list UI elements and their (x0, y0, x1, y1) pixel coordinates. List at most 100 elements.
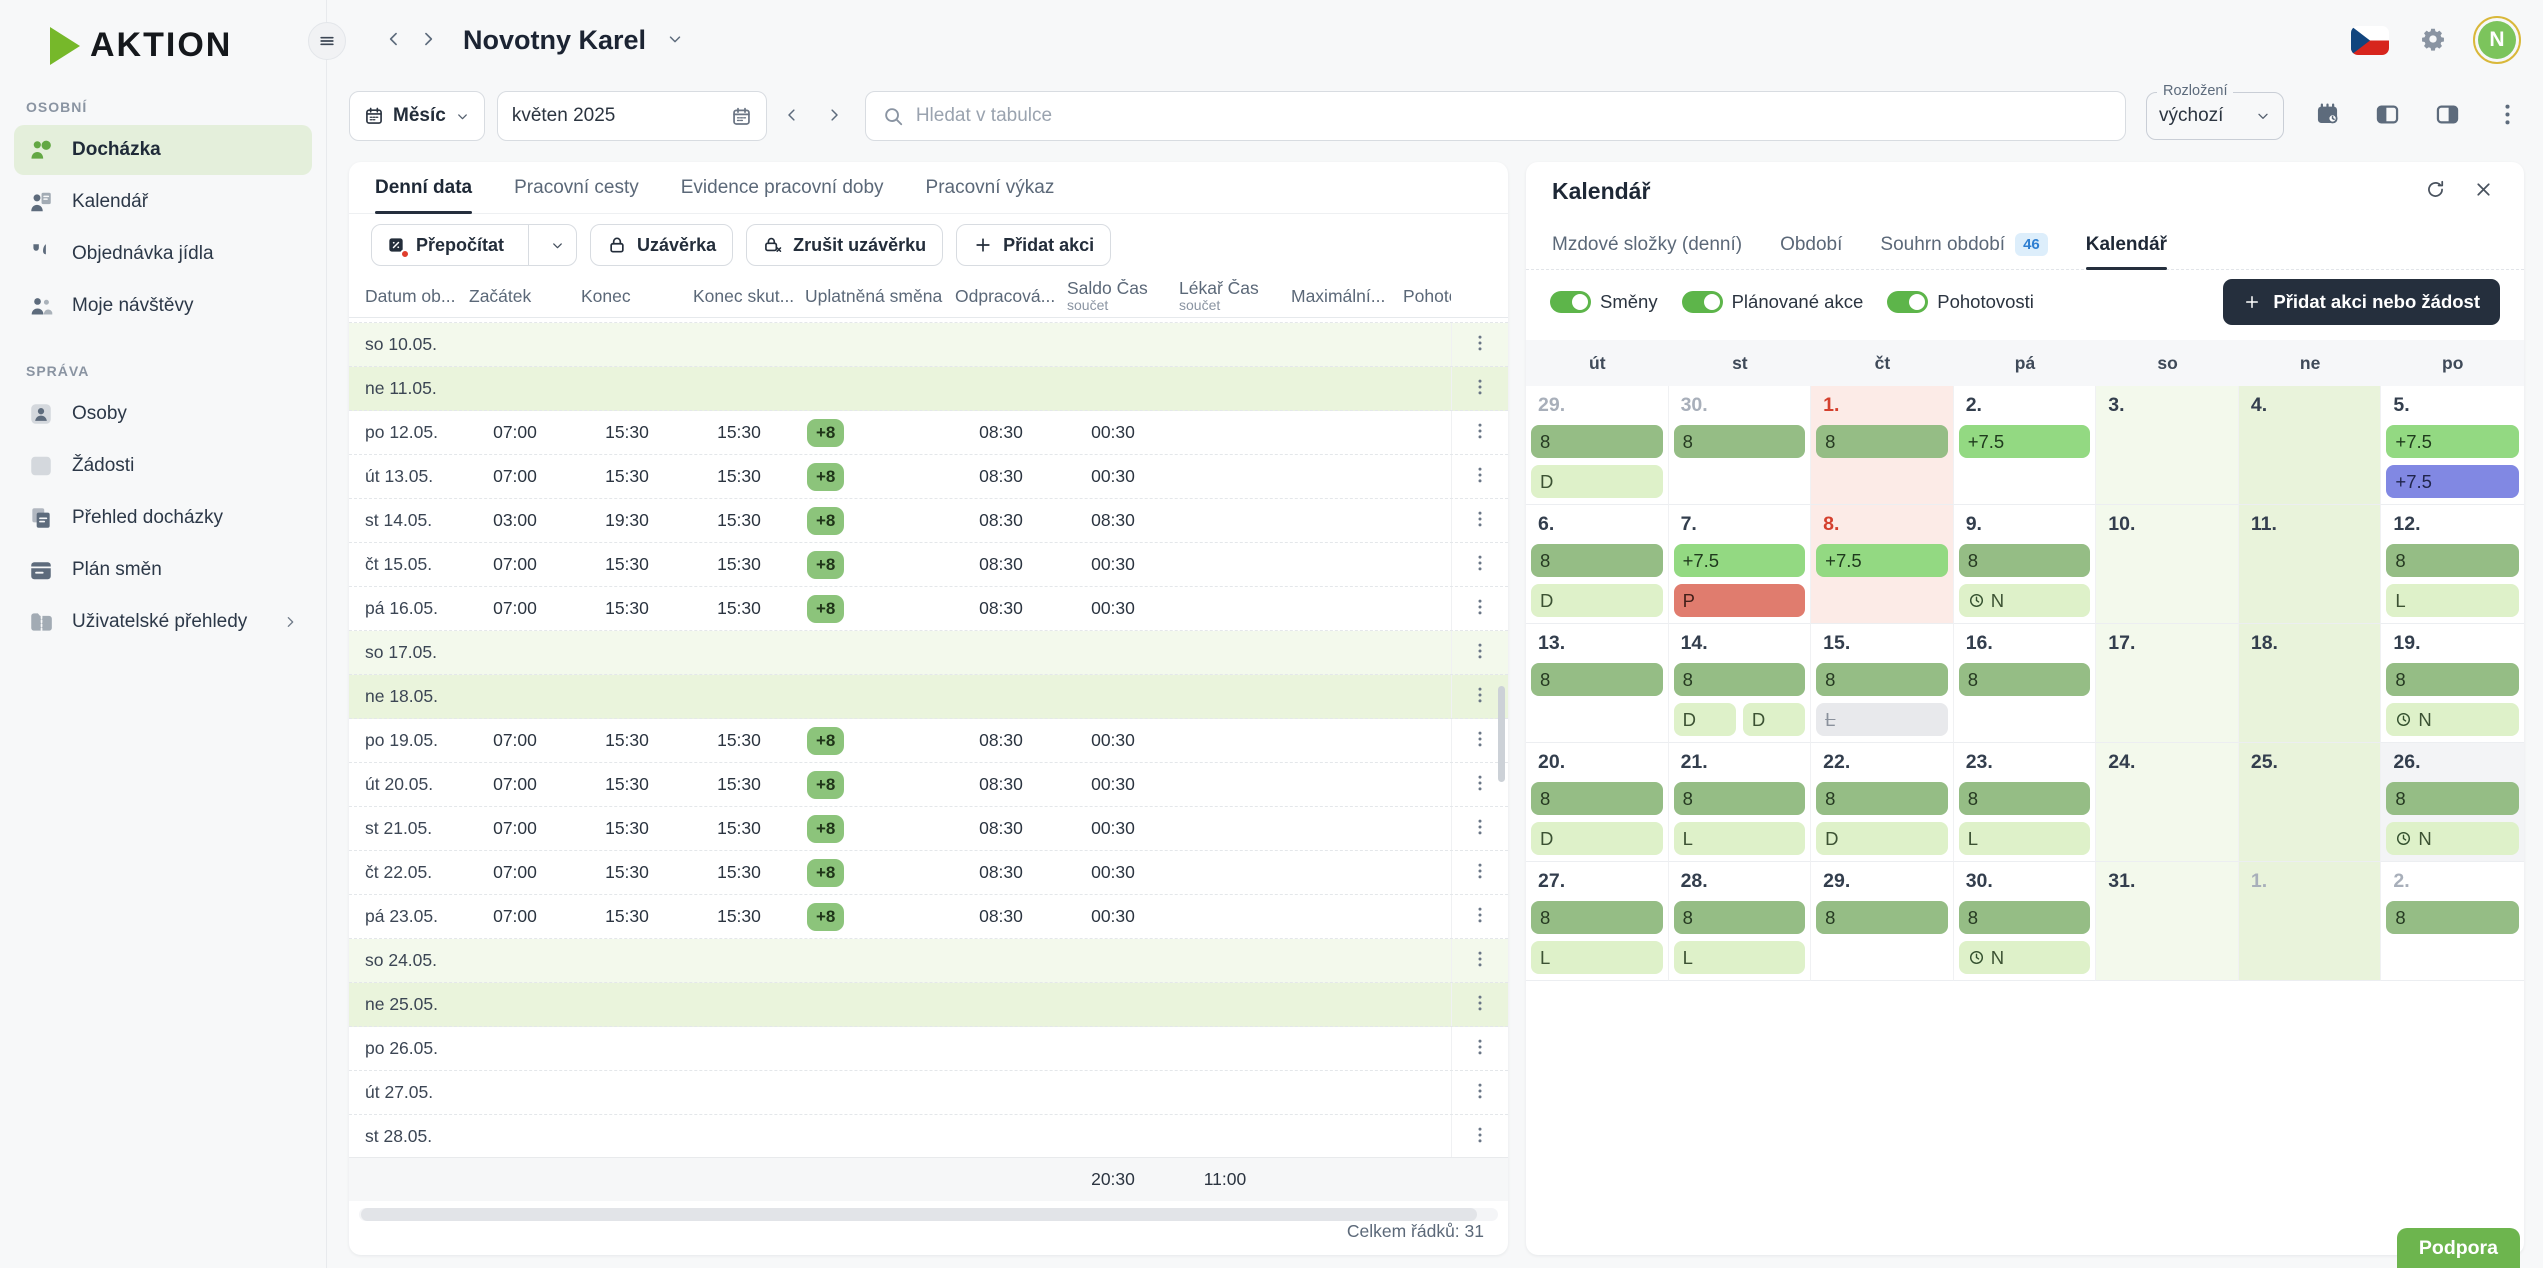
event-bar-light[interactable]: D (1674, 703, 1736, 736)
row-menu-button[interactable] (1465, 814, 1495, 844)
calendar-day[interactable]: 16.8 (1954, 624, 2097, 743)
period-mode-button[interactable]: Měsíc (349, 91, 485, 141)
column-header-konec[interactable]: Konec (571, 287, 683, 306)
row-menu-button[interactable] (1465, 330, 1495, 360)
event-bar-cancelled[interactable]: L (1816, 703, 1948, 736)
table-row[interactable]: út 27.05. (349, 1071, 1508, 1115)
table-row[interactable]: so 10.05. (349, 323, 1508, 367)
row-menu-button[interactable] (1465, 858, 1495, 888)
sidebar-item-dochazka[interactable]: Docházka (14, 125, 312, 175)
row-menu-button[interactable] (1465, 462, 1495, 492)
sidebar-item-moje-navstevy[interactable]: Moje návštěvy (14, 281, 312, 331)
cancel-closure-button[interactable]: Zrušit uzávěrku (746, 224, 943, 266)
panel-tab-souhrn-obdobi[interactable]: Souhrn období46 (1880, 220, 2047, 269)
recalculate-button[interactable]: Přepočítat (371, 224, 577, 266)
row-menu-button[interactable] (1465, 418, 1495, 448)
event-bar-shift[interactable]: 8 (1674, 901, 1806, 934)
table-row[interactable]: čt 15.05.07:0015:3015:30+808:3000:30 (349, 543, 1508, 587)
person-next-button[interactable] (411, 23, 445, 57)
table-row[interactable]: ne 11.05. (349, 367, 1508, 411)
refresh-button[interactable] (2420, 176, 2450, 206)
calendar-day[interactable]: 1. (2239, 862, 2382, 981)
period-date-input[interactable] (512, 105, 731, 127)
event-bar-shift[interactable]: 8 (1959, 901, 2091, 934)
panel-tab-mzdove-slozky-denni[interactable]: Mzdové složky (denní) (1552, 220, 1742, 269)
event-bar-light[interactable]: D (1531, 822, 1663, 855)
column-header-zacatek[interactable]: Začátek (459, 287, 571, 306)
table-row[interactable]: st 21.05.07:0015:3015:30+808:3000:30 (349, 807, 1508, 851)
event-bar-shift[interactable]: 8 (1959, 782, 2091, 815)
event-bar-shift[interactable]: 8 (2386, 544, 2519, 577)
column-header-saldo-cas[interactable]: Saldo Čassoučet (1057, 279, 1169, 314)
calendar-day[interactable]: 29.8 (1811, 862, 1954, 981)
column-header-uplatnena-smena[interactable]: Uplatněná směna (795, 287, 945, 306)
search-input[interactable] (916, 105, 2109, 127)
calendar-day[interactable]: 5.+7.5+7.5 (2381, 386, 2524, 505)
calendar-day[interactable]: 23.8L (1954, 743, 2097, 862)
settings-button[interactable] (2417, 24, 2449, 56)
calendar-day[interactable]: 1.8 (1811, 386, 1954, 505)
sidebar-item-osoby[interactable]: Osoby (14, 389, 312, 439)
calendar-day[interactable]: 8.+7.5 (1811, 505, 1954, 624)
event-bar-shift[interactable]: 8 (1674, 782, 1806, 815)
vertical-scrollbar-thumb[interactable] (1498, 686, 1505, 782)
calendar-day[interactable]: 2.+7.5 (1954, 386, 2097, 505)
column-header-pohoto[interactable]: Pohoto (1393, 287, 1451, 306)
panel-tab-obdobi[interactable]: Období (1780, 220, 1842, 269)
event-bar-shift[interactable]: 8 (1816, 425, 1948, 458)
event-bar-shift[interactable]: 8 (1959, 663, 2091, 696)
event-bar-shift[interactable]: 8 (1531, 425, 1663, 458)
tab-pracovni-vykaz[interactable]: Pracovní výkaz (926, 162, 1055, 213)
row-menu-button[interactable] (1465, 506, 1495, 536)
sidebar-item-uzivatelske-prehledy[interactable]: Uživatelské přehledy (14, 597, 312, 647)
column-header-maximalni[interactable]: Maximální... (1281, 287, 1393, 306)
table-row[interactable]: čt 22.05.07:0015:3015:30+808:3000:30 (349, 851, 1508, 895)
calendar-day[interactable]: 7.+7.5P (1669, 505, 1812, 624)
event-bar-shift[interactable]: 8 (1674, 663, 1806, 696)
calendar-day[interactable]: 24. (2096, 743, 2239, 862)
support-button[interactable]: Podpora (2397, 1228, 2520, 1268)
sidebar-item-kalendar[interactable]: Kalendář (14, 177, 312, 227)
calendar-day[interactable]: 14.8DD (1669, 624, 1812, 743)
calendar-day[interactable]: 10. (2096, 505, 2239, 624)
sidebar-toggle-button[interactable] (308, 22, 346, 60)
calendar-day[interactable]: 4. (2239, 386, 2382, 505)
calendar-day[interactable]: 28.8L (1669, 862, 1812, 981)
table-row[interactable]: po 26.05. (349, 1027, 1508, 1071)
row-menu-button[interactable] (1465, 1078, 1495, 1108)
event-bar-shift[interactable]: 8 (1531, 782, 1663, 815)
row-menu-button[interactable] (1465, 902, 1495, 932)
event-bar-light[interactable]: L (1674, 822, 1806, 855)
row-menu-button[interactable] (1465, 1034, 1495, 1064)
row-menu-button[interactable] (1465, 770, 1495, 800)
calendar-day[interactable]: 27.8L (1526, 862, 1669, 981)
calendar-day[interactable]: 26.8N (2381, 743, 2524, 862)
calendar-day[interactable]: 30.8 (1669, 386, 1812, 505)
event-bar-shift[interactable]: 8 (1816, 782, 1948, 815)
event-bar-shift[interactable]: 8 (1531, 544, 1663, 577)
table-row[interactable]: út 13.05.07:0015:3015:30+808:3000:30 (349, 455, 1508, 499)
column-header-konec-skut[interactable]: Konec skut... (683, 287, 795, 306)
calendar-day[interactable]: 21.8L (1669, 743, 1812, 862)
row-menu-button[interactable] (1465, 990, 1495, 1020)
layout-select[interactable]: Rozložení výchozí (2146, 92, 2284, 140)
calendar-day[interactable]: 22.8D (1811, 743, 1954, 862)
add-action-button[interactable]: Přidat akci (956, 224, 1111, 266)
calendar-day[interactable]: 31. (2096, 862, 2239, 981)
row-menu-button[interactable] (1465, 726, 1495, 756)
event-bar-light[interactable]: N (1959, 941, 2091, 974)
toggle-switch[interactable] (1887, 291, 1928, 313)
column-header-lekar-cas[interactable]: Lékař Čassoučet (1169, 279, 1281, 314)
tab-evidence-pracovni-doby[interactable]: Evidence pracovní doby (681, 162, 884, 213)
row-menu-button[interactable] (1465, 594, 1495, 624)
table-row[interactable]: ne 25.05. (349, 983, 1508, 1027)
calendar-day[interactable]: 15.8L (1811, 624, 1954, 743)
event-bar-light[interactable]: N (1959, 584, 2091, 617)
table-row[interactable]: so 17.05. (349, 631, 1508, 675)
toggle-pohotovosti[interactable]: Pohotovosti (1887, 291, 2034, 313)
event-bar-light[interactable]: D (1531, 465, 1663, 498)
calendar-day[interactable]: 29.8D (1526, 386, 1669, 505)
event-bar-light[interactable]: L (1674, 941, 1806, 974)
row-menu-button[interactable] (1465, 1122, 1495, 1152)
calendar-day[interactable]: 6.8D (1526, 505, 1669, 624)
